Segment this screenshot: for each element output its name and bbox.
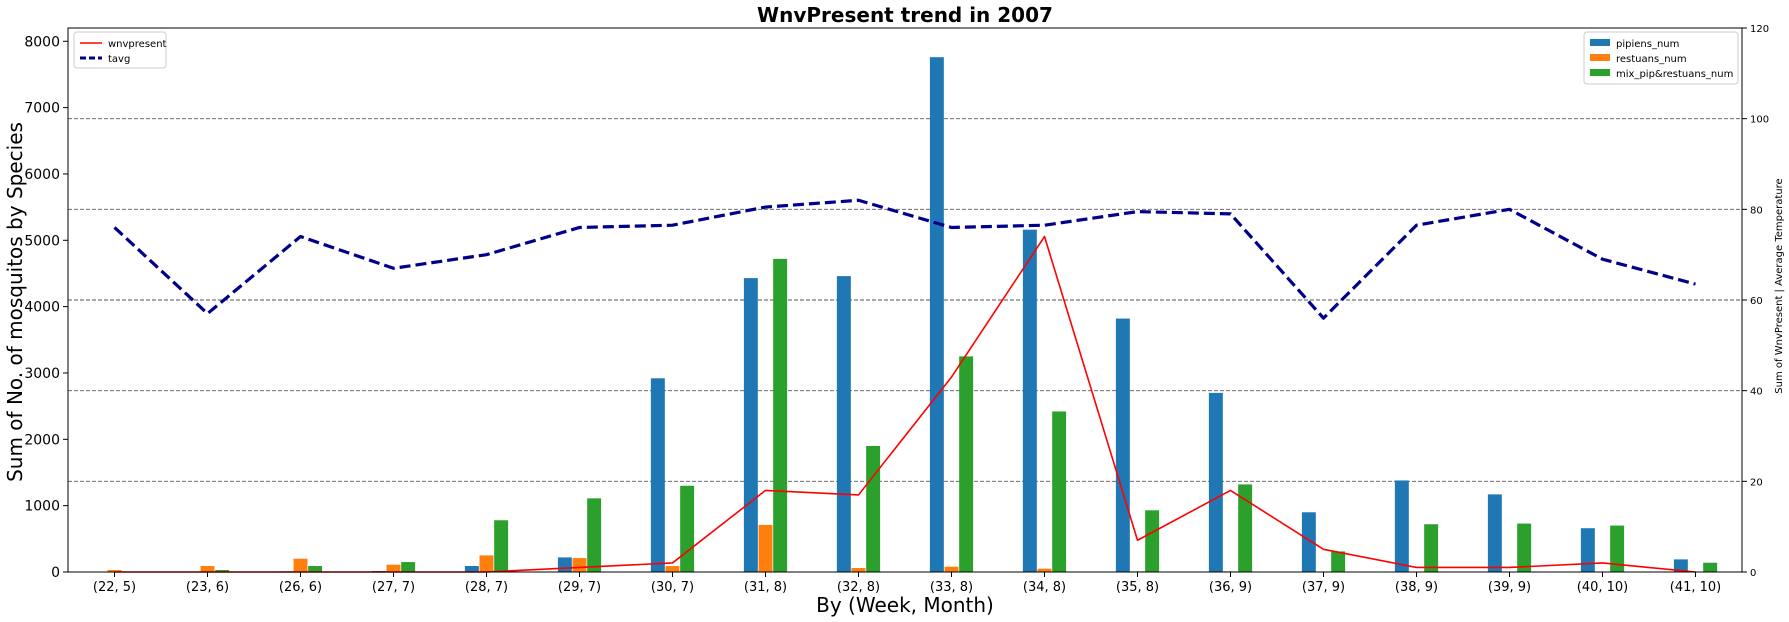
bar-mix_pip&restuans_num bbox=[1610, 525, 1625, 572]
y2-tick-label: 20 bbox=[1750, 477, 1763, 488]
y2-tick-label: 40 bbox=[1750, 387, 1763, 398]
legend-label-restuans_num: restuans_num bbox=[1616, 54, 1687, 65]
y-axis-label: Sum of No. of mosquitos by Species bbox=[3, 122, 27, 482]
bar-mix_pip&restuans_num bbox=[1703, 562, 1718, 572]
y-tick-label: 4000 bbox=[24, 300, 60, 316]
bar-mix_pip&restuans_num bbox=[959, 356, 974, 572]
x-tick-label: (23, 6) bbox=[186, 580, 229, 595]
x-tick-label: (36, 9) bbox=[1209, 580, 1252, 595]
y2-tick-label: 100 bbox=[1750, 115, 1769, 126]
legend-swatch-restuans_num bbox=[1590, 54, 1610, 61]
y-tick-label: 1000 bbox=[24, 499, 60, 515]
x-tick-label: (38, 9) bbox=[1395, 580, 1438, 595]
bar-mix_pip&restuans_num bbox=[494, 520, 509, 572]
x-tick-label: (28, 7) bbox=[465, 580, 508, 595]
legend-label-pipiens_num: pipiens_num bbox=[1616, 39, 1679, 50]
x-tick-label: (37, 9) bbox=[1302, 580, 1345, 595]
bar-mix_pip&restuans_num bbox=[680, 485, 695, 572]
bar-mix_pip&restuans_num bbox=[308, 566, 323, 572]
bar-pipiens_num bbox=[929, 57, 944, 572]
lines-layer bbox=[113, 198, 1696, 573]
bar-mix_pip&restuans_num bbox=[1145, 510, 1160, 572]
legend-bars: pipiens_num restuans_num mix_pip&restuans_… bbox=[1583, 31, 1739, 85]
y2-axis-label: Sum of WnvPresent | Average Temperature bbox=[1774, 178, 1785, 393]
bar-restuans_num bbox=[386, 564, 401, 572]
line-tavg bbox=[113, 198, 1696, 320]
y-tick-label: 3000 bbox=[24, 366, 60, 382]
x-tick-label: (34, 8) bbox=[1023, 580, 1066, 595]
bar-mix_pip&restuans_num bbox=[401, 562, 416, 572]
chart-title: WnvPresent trend in 2007 bbox=[757, 3, 1053, 27]
x-tick-label: (29, 7) bbox=[558, 580, 601, 595]
bar-mix_pip&restuans_num bbox=[587, 498, 602, 572]
x-tick-label: (40, 10) bbox=[1577, 580, 1629, 595]
y-tick-label: 6000 bbox=[24, 167, 60, 183]
x-tick-label: (41, 10) bbox=[1670, 580, 1722, 595]
legend-label-mix_pip&restuans_num: mix_pip&restuans_num bbox=[1616, 69, 1733, 80]
bar-pipiens_num bbox=[1487, 494, 1502, 572]
bar-mix_pip&restuans_num bbox=[1517, 523, 1532, 572]
bar-pipiens_num bbox=[1022, 229, 1037, 573]
x-tick-label: (32, 8) bbox=[837, 580, 880, 595]
legend-box bbox=[73, 31, 167, 69]
legend-label-tavg: tavg bbox=[108, 54, 130, 65]
bar-restuans_num bbox=[1037, 568, 1052, 572]
y2-tick-label: 0 bbox=[1750, 568, 1756, 579]
x-tick-label: (35, 8) bbox=[1116, 580, 1159, 595]
bar-pipiens_num bbox=[836, 276, 851, 572]
bar-restuans_num bbox=[851, 568, 866, 572]
bar-restuans_num bbox=[479, 555, 494, 572]
bar-mix_pip&restuans_num bbox=[1238, 484, 1253, 572]
axes-layer: 0 1000 2000 3000 4000 5000 6000 7000 8000 0 20 40 60… bbox=[24, 24, 1769, 595]
bar-pipiens_num bbox=[743, 278, 758, 572]
bar-mix_pip&restuans_num bbox=[773, 258, 788, 572]
x-tick-label: (26, 6) bbox=[279, 580, 322, 595]
grid-lines bbox=[68, 118, 1742, 482]
bar-pipiens_num bbox=[464, 566, 479, 572]
x-tick-label: (27, 7) bbox=[372, 580, 415, 595]
bar-restuans_num bbox=[665, 566, 680, 572]
bar-pipiens_num bbox=[1115, 318, 1130, 572]
bar-restuans_num bbox=[200, 566, 215, 572]
y-tick-label: 0 bbox=[51, 565, 60, 581]
line-wnvpresent bbox=[114, 235, 1696, 573]
bar-restuans_num bbox=[293, 558, 308, 572]
y-tick-label: 8000 bbox=[24, 34, 60, 50]
legend-label-wnvpresent: wnvpresent bbox=[108, 39, 167, 50]
bar-restuans_num bbox=[758, 524, 773, 572]
legend-lines: wnvpresent tavg bbox=[73, 31, 167, 69]
y2-tick-label: 60 bbox=[1750, 296, 1763, 307]
bar-mix_pip&restuans_num bbox=[866, 445, 881, 572]
bar-restuans_num bbox=[572, 558, 587, 572]
bar-mix_pip&restuans_num bbox=[215, 570, 230, 572]
bar-pipiens_num bbox=[1673, 559, 1688, 572]
bar-pipiens_num bbox=[1301, 512, 1316, 572]
legend-swatch-pipiens_num bbox=[1590, 39, 1610, 46]
bar-pipiens_num bbox=[650, 378, 665, 572]
x-tick-label: (22, 5) bbox=[93, 580, 136, 595]
bar-mix_pip&restuans_num bbox=[1424, 524, 1439, 572]
bar-restuans_num bbox=[944, 566, 959, 572]
bar-restuans_num bbox=[107, 570, 122, 572]
legend-box bbox=[1583, 31, 1739, 85]
bar-pipiens_num bbox=[557, 557, 572, 572]
bar-mix_pip&restuans_num bbox=[1331, 551, 1346, 572]
x-tick-label: (39, 9) bbox=[1488, 580, 1531, 595]
y2-tick-label: 120 bbox=[1750, 24, 1769, 35]
y-tick-label: 7000 bbox=[24, 101, 60, 117]
legend-swatch-mix_pip&restuans_num bbox=[1590, 69, 1610, 76]
bar-pipiens_num bbox=[1208, 392, 1223, 572]
x-tick-label: (33, 8) bbox=[930, 580, 973, 595]
y2-tick-label: 80 bbox=[1750, 205, 1763, 216]
x-axis-label: By (Week, Month) bbox=[816, 593, 994, 617]
y-tick-label: 2000 bbox=[24, 432, 60, 448]
x-tick-label: (30, 7) bbox=[651, 580, 694, 595]
bars-layer bbox=[92, 57, 1718, 573]
bar-pipiens_num bbox=[1394, 480, 1409, 572]
y-tick-label: 5000 bbox=[24, 233, 60, 249]
bar-pipiens_num bbox=[1580, 528, 1595, 572]
bar-mix_pip&restuans_num bbox=[1052, 411, 1067, 572]
x-tick-label: (31, 8) bbox=[744, 580, 787, 595]
